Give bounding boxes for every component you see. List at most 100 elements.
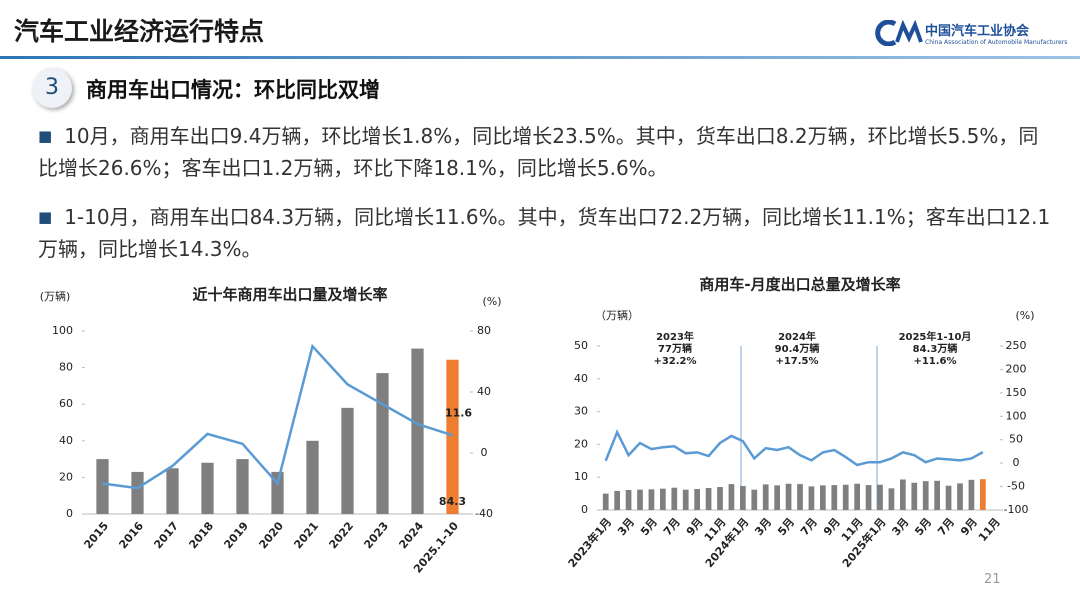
x-tick-label: 7月 bbox=[798, 516, 820, 539]
bar bbox=[446, 359, 459, 514]
x-tick-label: 2021 bbox=[291, 520, 321, 552]
x-tick-label: 3月 bbox=[752, 516, 774, 539]
header-rule bbox=[0, 56, 1080, 59]
y2-tick-label: 0 bbox=[481, 446, 488, 459]
y-tick-label: 40 bbox=[59, 434, 73, 447]
page-number: 21 bbox=[984, 572, 1001, 587]
y2-axis-label: (%) bbox=[482, 295, 501, 308]
y2-tick-label: 0 bbox=[1013, 456, 1020, 469]
y-tick-label: 80 bbox=[59, 361, 73, 374]
bar bbox=[341, 407, 354, 514]
bar bbox=[854, 483, 860, 510]
y-tick-label: 0 bbox=[581, 503, 588, 516]
y2-tick-label: 80 bbox=[477, 324, 491, 337]
bar bbox=[625, 489, 632, 510]
bar bbox=[797, 484, 803, 510]
bar bbox=[968, 479, 975, 510]
data-label: 11.6 bbox=[445, 406, 472, 419]
y-tick-label: 20 bbox=[574, 437, 588, 450]
y-tick-label: 30 bbox=[574, 405, 588, 418]
bar bbox=[842, 484, 849, 510]
x-tick-label: 5月 bbox=[775, 516, 797, 539]
x-tick-label: 2016 bbox=[116, 519, 146, 551]
bar bbox=[785, 483, 792, 510]
header-title: 汽车工业经济运行特点 bbox=[14, 17, 265, 46]
annotation: +32.2% bbox=[653, 356, 696, 367]
annotation: 2025年1-10月 bbox=[899, 330, 972, 343]
y-tick-label: 60 bbox=[59, 397, 73, 410]
x-tick-label: 7月 bbox=[661, 516, 683, 539]
bar bbox=[762, 484, 769, 510]
bar bbox=[376, 373, 389, 514]
bar bbox=[705, 488, 712, 510]
bullet-text: 1-10月，商用车出口84.3万辆，同比增长11.6%。其中，货车出口72.2万… bbox=[38, 205, 1051, 261]
logo: 中国汽车工业协会 China Association of Automobile … bbox=[875, 20, 1067, 46]
x-tick-label: 2015 bbox=[81, 520, 111, 552]
bar bbox=[131, 471, 144, 514]
bar bbox=[774, 485, 780, 510]
bar bbox=[877, 484, 883, 510]
x-tick-label: 2023 bbox=[361, 520, 391, 552]
bar bbox=[831, 485, 838, 510]
bar bbox=[888, 488, 895, 510]
bar bbox=[648, 489, 655, 510]
bar bbox=[728, 484, 735, 510]
x-tick-label: 2019 bbox=[221, 520, 251, 552]
bar bbox=[900, 479, 906, 510]
y-axis-label: (万辆) bbox=[40, 289, 71, 303]
bar bbox=[166, 468, 179, 514]
section-number: 3 bbox=[32, 68, 72, 108]
chart-title: 商用车-月度出口总量及增长率 bbox=[699, 276, 900, 294]
bar bbox=[637, 489, 643, 510]
bar bbox=[740, 486, 746, 510]
bar bbox=[922, 481, 929, 510]
y-tick-label: 40 bbox=[574, 372, 588, 385]
annotation: 77万辆 bbox=[658, 342, 692, 355]
annotation: 2024年 bbox=[778, 330, 816, 343]
y-tick-label: 50 bbox=[574, 339, 588, 352]
y2-tick-label: 50 bbox=[1009, 433, 1023, 446]
bar bbox=[96, 459, 109, 514]
y2-tick-label: -50 bbox=[1007, 480, 1025, 493]
bar bbox=[614, 490, 620, 510]
x-tick-label: 5月 bbox=[912, 516, 934, 539]
bar bbox=[602, 493, 609, 510]
bar bbox=[671, 487, 678, 510]
x-tick-label: 2023年1月 bbox=[565, 515, 614, 570]
x-tick-label: 2020 bbox=[256, 519, 286, 551]
logo-english: China Association of Automobile Manufact… bbox=[925, 39, 1068, 46]
y2-tick-label: 150 bbox=[1006, 386, 1027, 399]
x-tick-label: 2017 bbox=[151, 520, 181, 552]
y2-tick-label: 250 bbox=[1006, 339, 1027, 352]
bar bbox=[957, 483, 963, 510]
y2-tick-label: -100 bbox=[1004, 503, 1029, 516]
x-tick-label: 7月 bbox=[935, 516, 957, 539]
line bbox=[102, 343, 453, 490]
bar bbox=[201, 462, 214, 514]
bar bbox=[980, 479, 986, 510]
y2-tick-label: 40 bbox=[477, 385, 491, 398]
bar bbox=[820, 485, 826, 510]
logo-mark bbox=[875, 20, 923, 46]
data-label: 84.3 bbox=[439, 495, 466, 508]
annotation: 90.4万辆 bbox=[775, 342, 820, 355]
y-tick-label: 100 bbox=[52, 324, 73, 337]
y-tick-label: 20 bbox=[59, 470, 73, 483]
y2-axis-label: (%) bbox=[1015, 309, 1034, 322]
chart-title: 近十年商用车出口量及增长率 bbox=[192, 286, 387, 304]
x-tick-label: 5月 bbox=[638, 516, 660, 539]
annotation: 84.3万辆 bbox=[913, 342, 958, 355]
logo-name: 中国汽车工业协会 bbox=[925, 24, 1030, 39]
y2-tick-label: 200 bbox=[1006, 362, 1027, 375]
bar bbox=[682, 489, 689, 510]
annotation: 2023年 bbox=[656, 330, 694, 343]
bar bbox=[865, 485, 872, 510]
bar bbox=[911, 482, 918, 510]
annotation: +17.5% bbox=[775, 356, 818, 367]
annotation: +11.6% bbox=[913, 356, 956, 367]
x-tick-label: 11月 bbox=[976, 516, 1003, 545]
bar bbox=[751, 489, 758, 510]
bullet: ■ 1-10月，商用车出口84.3万辆，同比增长11.6%。其中，货车出口72.2… bbox=[38, 205, 1051, 261]
